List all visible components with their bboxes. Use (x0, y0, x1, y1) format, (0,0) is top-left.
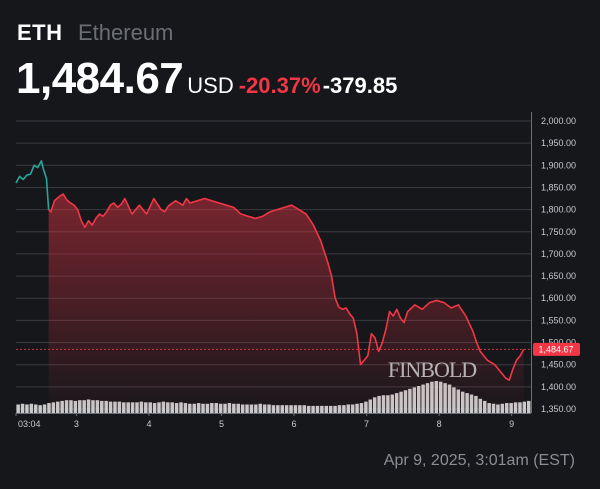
current-price: 1,484.67 (16, 54, 184, 103)
y-tick-label: 1,950.00 (541, 138, 576, 148)
y-axis: 2,000.00 1,950.00 1,900.00 1,850.00 1,800.00… (541, 116, 576, 414)
price-area (48, 194, 524, 409)
volume-bar (522, 401, 527, 413)
price-row: 1,484.67 USD -20.37% -379.85 (16, 54, 397, 104)
asset-name: Ethereum (78, 20, 174, 45)
y-tick-label: 1,700.00 (541, 249, 576, 259)
volume-bar (29, 403, 34, 413)
x-tick-label: 4 (146, 419, 151, 429)
volume-bar (284, 405, 289, 413)
y-tick-label: 2,000.00 (541, 116, 576, 126)
volume-bar (42, 404, 47, 413)
x-tick-label: 6 (292, 419, 297, 429)
y-tick-label: 1,400.00 (541, 382, 576, 392)
y-tick-label: 1,800.00 (541, 205, 576, 215)
volume-bar (16, 404, 20, 413)
x-tick-label: 7 (364, 419, 369, 429)
volume-bar (342, 405, 346, 413)
volume-bar (328, 405, 333, 413)
x-tick-label: 5 (219, 419, 224, 429)
x-tick-label: 03:04 (18, 419, 41, 429)
currency-label: USD (187, 73, 234, 98)
x-tick-label: 3 (74, 419, 79, 429)
volume-bar (337, 405, 342, 413)
y-tick-label: 1,900.00 (541, 160, 576, 170)
volume-bar (38, 405, 42, 413)
current-price-tag-text: 1,484.67 (538, 344, 573, 354)
volume-bar (324, 405, 329, 413)
y-tick-label: 1,850.00 (541, 182, 576, 192)
volume-bar (20, 403, 25, 413)
finbold-watermark: FINBOLD (388, 357, 476, 382)
x-axis: 03:04 3 4 5 6 7 8 9 (15, 413, 514, 429)
volume-bar (315, 405, 320, 413)
volume-bar (311, 405, 315, 413)
y-tick-label: 1,550.00 (541, 315, 576, 325)
price-line-down (48, 193, 525, 381)
volume-bar (276, 405, 280, 413)
current-price-tag: 1,484.67 (533, 342, 580, 356)
current-price-tag-bg (533, 342, 580, 356)
absolute-change: -379.85 (322, 73, 398, 98)
timestamp: Apr 9, 2025, 3:01am (EST) (383, 452, 575, 469)
y-tick-label: 1,500.00 (541, 338, 576, 348)
volume-bar (302, 405, 307, 413)
price-line-up (15, 160, 50, 210)
volume-bar (280, 405, 285, 413)
volume-bar (333, 405, 337, 413)
y-tick-label: 1,600.00 (541, 293, 576, 303)
y-tick-label: 1,750.00 (541, 227, 576, 237)
volume-bar (306, 405, 311, 413)
volume-bar (34, 404, 38, 413)
y-tick-label: 1,350.00 (541, 404, 576, 414)
y-tick-label: 1,450.00 (541, 360, 576, 370)
volume-bar (25, 404, 29, 413)
volume-bar (298, 405, 302, 413)
volume-bar (320, 405, 324, 413)
volume-bar (271, 405, 276, 413)
volume-bar (526, 400, 531, 413)
y-tick-label: 1,650.00 (541, 271, 576, 281)
price-line (15, 160, 525, 381)
x-tick-label: 8 (437, 419, 442, 429)
volume-bar (289, 405, 293, 413)
asset-symbol: ETH (17, 20, 63, 45)
price-area-fill (48, 194, 524, 409)
x-tick-label: 9 (509, 419, 514, 429)
volume-bar (293, 405, 298, 413)
percent-change: -20.37% (238, 73, 321, 98)
